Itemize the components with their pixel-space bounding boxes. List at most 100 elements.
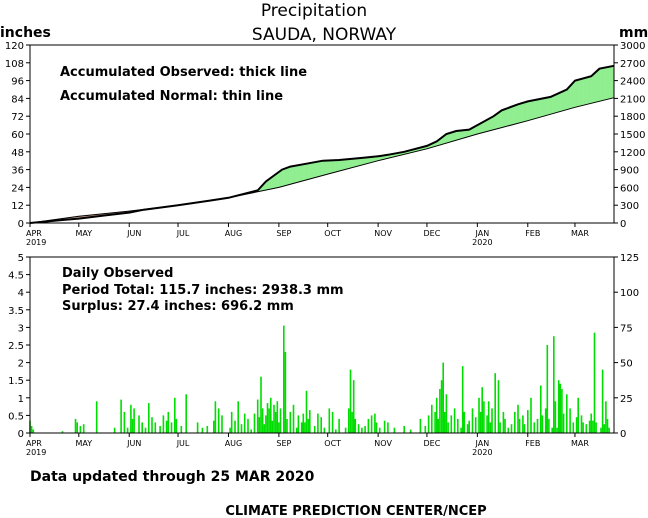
daily-bar xyxy=(445,394,448,433)
difference-fill xyxy=(309,162,312,180)
difference-fill xyxy=(496,112,499,130)
daily-bar xyxy=(486,415,488,433)
bottom-y-left-label: 5 xyxy=(18,253,24,264)
daily-bar xyxy=(283,325,285,433)
daily-bar xyxy=(437,418,440,433)
difference-fill xyxy=(514,104,517,125)
difference-fill xyxy=(556,92,559,113)
difference-fill xyxy=(602,67,605,101)
daily-bar xyxy=(286,418,288,433)
difference-fill xyxy=(594,71,597,103)
daily-bar xyxy=(554,401,557,433)
daily-bar xyxy=(130,404,132,433)
daily-bar xyxy=(606,418,609,433)
daily-bar xyxy=(489,422,492,433)
period-total-label: Period Total: 115.7 inches: 2938.3 mm xyxy=(62,283,344,298)
daily-bar xyxy=(206,426,209,433)
difference-fill xyxy=(552,95,554,114)
top-y-left-label: 12 xyxy=(11,201,24,212)
top-month-label: JAN xyxy=(475,229,490,238)
daily-bar xyxy=(435,397,438,433)
daily-bar xyxy=(527,410,529,433)
top-month-label: JUL xyxy=(176,229,190,238)
bottom-month-label: MAR xyxy=(571,439,589,448)
daily-observed-label: Daily Observed xyxy=(62,266,173,281)
difference-fill xyxy=(334,159,336,173)
difference-fill xyxy=(553,94,556,114)
top-y-left-label: 72 xyxy=(11,112,24,123)
difference-fill xyxy=(501,109,504,128)
daily-bar xyxy=(185,394,187,433)
difference-fill xyxy=(516,104,519,124)
daily-bar xyxy=(518,418,521,433)
daily-bar xyxy=(562,413,565,433)
daily-bar xyxy=(551,427,553,433)
difference-fill xyxy=(607,66,610,100)
daily-bar xyxy=(174,397,176,433)
difference-fill xyxy=(295,165,297,184)
difference-fill xyxy=(582,77,585,106)
daily-bar xyxy=(499,422,501,433)
bottom-y-left-label: 1 xyxy=(18,394,24,405)
bottom-month-label: APR xyxy=(26,439,42,448)
daily-bar xyxy=(335,429,337,433)
top-y-right-label: 1800 xyxy=(620,112,645,123)
daily-bar xyxy=(450,415,453,433)
daily-bar xyxy=(268,408,270,433)
daily-bar xyxy=(588,420,591,433)
bottom-y-right-label: 0 xyxy=(620,429,626,440)
daily-bar xyxy=(354,418,357,433)
top-month-label: APR xyxy=(26,229,42,238)
difference-fill xyxy=(278,170,281,188)
daily-bar xyxy=(141,422,143,433)
daily-bar xyxy=(478,397,480,433)
difference-fill xyxy=(586,76,589,105)
difference-fill xyxy=(457,130,460,140)
difference-fill xyxy=(579,78,582,107)
top-y-left-label: 60 xyxy=(11,130,24,141)
top-y-right-label: 900 xyxy=(620,166,639,177)
daily-bar xyxy=(138,415,140,433)
difference-fill xyxy=(547,96,550,116)
top-y-right-label: 600 xyxy=(620,183,639,194)
daily-bar xyxy=(32,429,35,433)
daily-bar xyxy=(364,426,366,433)
top-y-left-label: 48 xyxy=(11,148,24,159)
daily-bar xyxy=(540,385,542,433)
daily-bar xyxy=(544,408,547,433)
difference-fill xyxy=(592,72,595,104)
daily-bar xyxy=(247,418,249,433)
difference-fill xyxy=(314,161,317,178)
daily-bar xyxy=(234,420,236,433)
bottom-y-left-label: 4 xyxy=(18,288,24,299)
daily-bar xyxy=(323,427,326,433)
difference-fill xyxy=(356,157,359,167)
difference-fill xyxy=(462,129,465,139)
daily-bar xyxy=(387,422,389,433)
top-y-left-label: 120 xyxy=(5,41,24,52)
top-month-label: OCT xyxy=(324,229,341,238)
daily-bar xyxy=(221,415,223,433)
difference-fill xyxy=(530,100,533,120)
top-y-left-unit: inches xyxy=(0,25,51,41)
difference-fill xyxy=(508,107,511,127)
bottom-y-left-label: 1.5 xyxy=(8,376,24,387)
daily-bar xyxy=(553,336,555,433)
bottom-y-left-label: 0.5 xyxy=(8,411,24,422)
difference-fill xyxy=(327,160,330,175)
difference-fill xyxy=(499,109,502,129)
daily-bar xyxy=(590,413,592,433)
daily-bar xyxy=(403,426,405,433)
difference-fill xyxy=(321,160,323,177)
daily-bar xyxy=(442,362,444,433)
top-month-label: JUN xyxy=(126,229,141,238)
difference-fill xyxy=(353,158,356,168)
difference-fill xyxy=(312,161,315,179)
difference-fill xyxy=(332,159,335,174)
daily-bar xyxy=(313,426,316,433)
daily-bar xyxy=(556,427,558,433)
difference-fill xyxy=(560,91,563,112)
daily-bar xyxy=(261,408,264,433)
daily-bar xyxy=(575,417,578,433)
difference-fill xyxy=(291,165,294,185)
